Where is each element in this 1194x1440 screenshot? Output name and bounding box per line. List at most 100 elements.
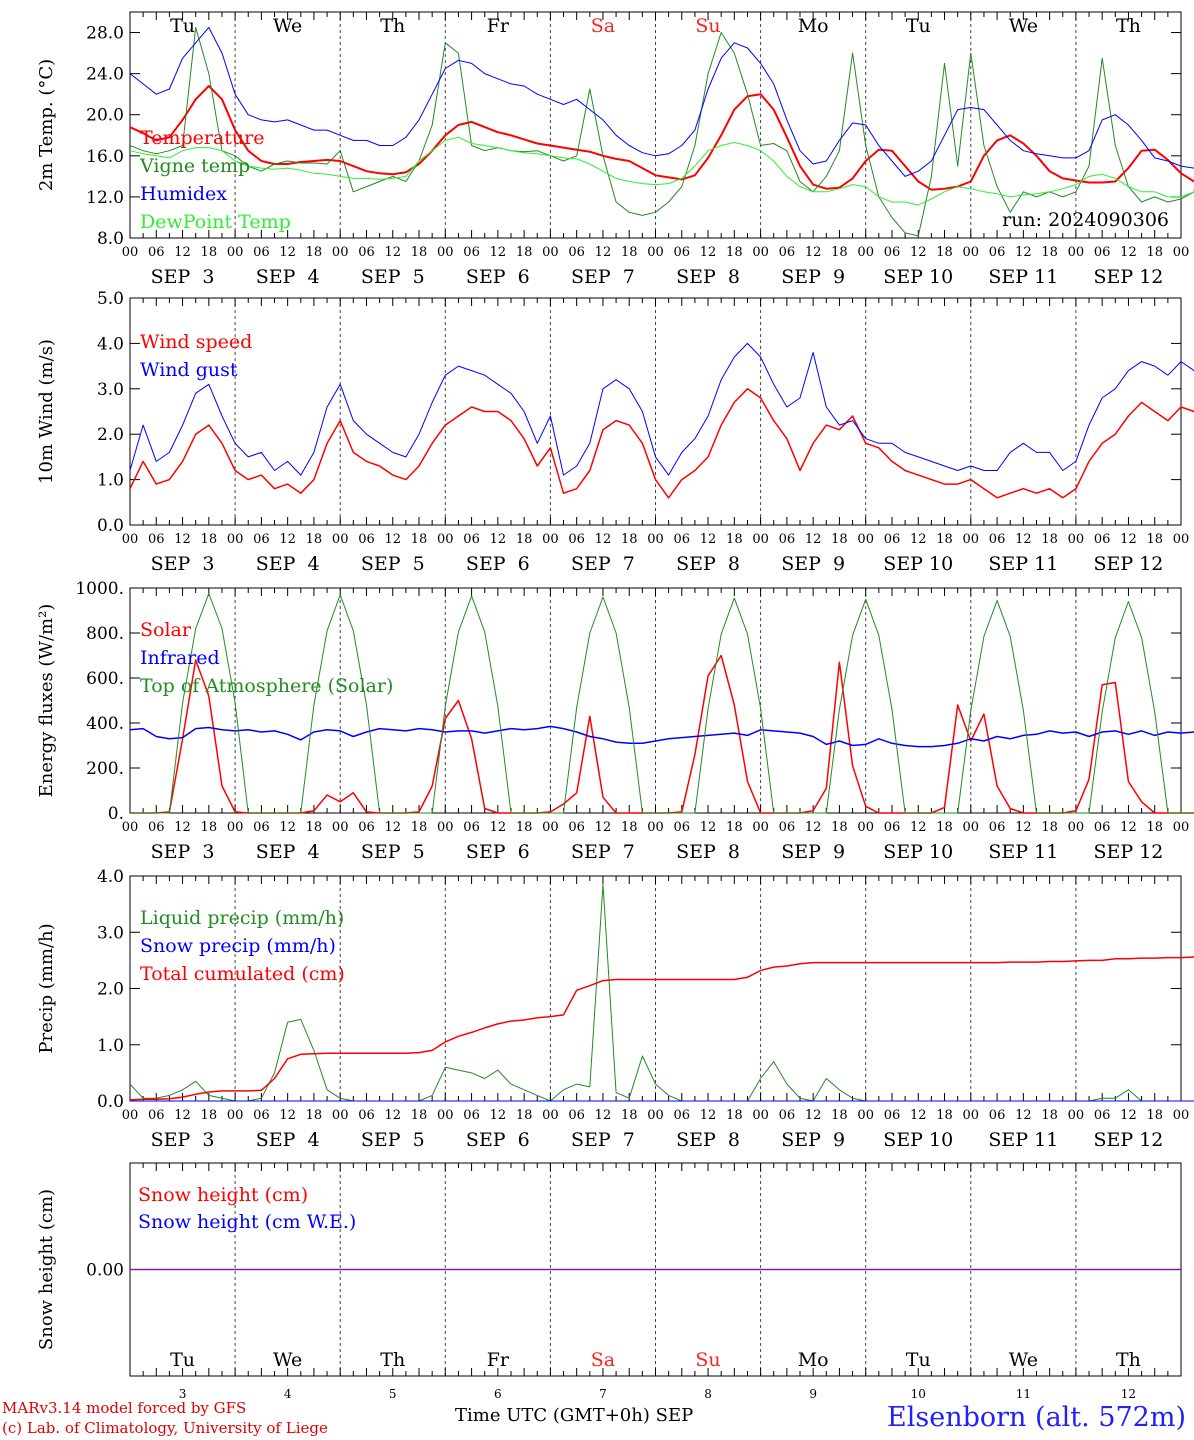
panel-3-date-label: SEP 6: [466, 841, 530, 863]
panel-1-series-4: [129, 136, 1194, 206]
panel-1-date-label: SEP 4: [256, 266, 320, 288]
panel-3-date-label: SEP 8: [676, 841, 740, 863]
panel-4-y-tick-label: 2.0: [97, 980, 124, 1000]
top-day-label: Tu: [170, 15, 195, 37]
panel-4-date-label: SEP 6: [466, 1129, 530, 1151]
panel-4-hour-label: 06: [253, 1108, 270, 1123]
panel-3-hour-label: 12: [700, 820, 717, 835]
panel-4-hour-label: 18: [411, 1108, 428, 1123]
panel-1-hour-label: 12: [805, 245, 822, 260]
time-axis-label-text: Time UTC (GMT+0h): [455, 1405, 650, 1426]
bottom-day-label: We: [1009, 1349, 1038, 1371]
panel-1-hour-label: 00: [857, 245, 874, 260]
panel-2-hour-label: 06: [989, 532, 1006, 547]
bottom-day-label: Fr: [487, 1349, 510, 1371]
panel-3-hour-label: 12: [174, 820, 191, 835]
panel-1-hour-label: 00: [542, 245, 559, 260]
bottom-day-number: 10: [911, 1387, 926, 1401]
panel-4-y-axis-label: Precip (mm/h): [36, 923, 57, 1053]
panel-1-date-label: SEP 6: [466, 266, 530, 288]
panel-1-hour-label: 00: [963, 245, 980, 260]
top-day-label: Th: [1116, 15, 1141, 37]
panel-4-series-3: [129, 956, 1194, 1101]
panel-2-y-tick-label: 5.0: [97, 289, 124, 309]
panel-2-hour-label: 00: [332, 532, 349, 547]
panel-1-hour-label: 06: [253, 245, 270, 260]
panel-4-hour-label: 06: [148, 1108, 165, 1123]
bottom-day-number: 12: [1121, 1387, 1136, 1401]
panel-3-hour-label: 18: [1146, 820, 1163, 835]
panel-4-hour-label: 00: [542, 1108, 559, 1123]
model-credit: MARv3.14 model forced by GFS: [2, 1399, 247, 1417]
panel-2-date-label: SEP 8: [676, 553, 740, 575]
panel-3-hour-label: 06: [463, 820, 480, 835]
panel-3-hour-label: 18: [306, 820, 323, 835]
panel-1-series-3: [129, 26, 1194, 177]
panel-4-date-label: SEP 3: [151, 1129, 215, 1151]
panel-3-hour-label: 06: [568, 820, 585, 835]
panel-1-hour-label: 12: [174, 245, 191, 260]
panel-2-date-label: SEP 3: [151, 553, 215, 575]
panel-3-hour-label: 00: [963, 820, 980, 835]
panel-1-date-label: SEP 12: [1094, 266, 1164, 288]
panel-2-hour-label: 18: [936, 532, 953, 547]
panel-3-hour-label: 00: [542, 820, 559, 835]
panel-1-hour-label: 00: [1068, 245, 1085, 260]
panel-2-hour-label: 06: [674, 532, 691, 547]
bottom-day-label: Tu: [170, 1349, 195, 1371]
panel-4-legend-item: Total cumulated (cm): [140, 963, 345, 985]
panel-4-hour-label: 12: [910, 1108, 927, 1123]
panel-1-hour-label: 06: [463, 245, 480, 260]
bottom-day-label: Mo: [798, 1349, 829, 1371]
panel-2-hour-label: 00: [437, 532, 454, 547]
panel-2-hour-label: 12: [910, 532, 927, 547]
bottom-day-label: We: [273, 1349, 302, 1371]
panel-4-hour-label: 12: [279, 1108, 296, 1123]
panel-4-hour-label: 00: [1068, 1108, 1085, 1123]
panel-3-series-3: [130, 593, 1194, 814]
panel-4-hour-label: 00: [122, 1108, 139, 1123]
panel-4-hour-label: 18: [1041, 1108, 1058, 1123]
panel-2-hour-label: 06: [1094, 532, 1111, 547]
panel-3-hour-label: 00: [647, 820, 664, 835]
panel-3-hour-label: 12: [279, 820, 296, 835]
panel-2-hour-label: 18: [1146, 532, 1163, 547]
top-day-label: We: [1009, 15, 1038, 37]
panel-2-hour-label: 00: [1068, 532, 1085, 547]
panel-4-hour-label: 06: [358, 1108, 375, 1123]
time-axis-label: Time UTC (GMT+0h) SEP: [455, 1405, 693, 1426]
panel-4-hour-label: 18: [936, 1108, 953, 1123]
panel-5-y-axis-label: Snow height (cm): [36, 1189, 57, 1350]
panel-4-hour-label: 18: [201, 1108, 218, 1123]
panel-2-date-label: SEP 6: [466, 553, 530, 575]
panel-1-date-label: SEP 9: [781, 266, 845, 288]
panel-1-hour-label: 18: [516, 245, 533, 260]
top-day-label: Sa: [591, 15, 615, 37]
panel-1-hour-label: 06: [568, 245, 585, 260]
panel-3-hour-label: 18: [726, 820, 743, 835]
panel-4-legend-item: Snow precip (mm/h): [140, 935, 336, 957]
panel-1-y-tick-label: 24.0: [86, 65, 124, 85]
panel-4-hour-label: 00: [1173, 1108, 1190, 1123]
bottom-day-label: Th: [380, 1349, 405, 1371]
panel-2-hour-label: 00: [647, 532, 664, 547]
panel-2-hour-label: 00: [227, 532, 244, 547]
panel-2-y-tick-label: 1.0: [97, 471, 124, 491]
panel-4-hour-label: 12: [595, 1108, 612, 1123]
bottom-day-number: 11: [1016, 1387, 1031, 1401]
panel-1-legend-item: Vigne temp: [139, 155, 250, 177]
panel-4-hour-label: 00: [227, 1108, 244, 1123]
panel-4-hour-label: 12: [490, 1108, 507, 1123]
panel-1-hour-label: 06: [358, 245, 375, 260]
bottom-day-label: Th: [1116, 1349, 1141, 1371]
panel-4-hour-label: 18: [1146, 1108, 1163, 1123]
panel-2-hour-label: 18: [516, 532, 533, 547]
panel-2-hour-label: 12: [1015, 532, 1032, 547]
panel-1-hour-label: 06: [989, 245, 1006, 260]
month-label: SEP: [655, 1405, 694, 1426]
panel-2-date-label: SEP 5: [361, 553, 425, 575]
panel-1-hour-label: 12: [910, 245, 927, 260]
panel-3-hour-label: 18: [831, 820, 848, 835]
panel-4-hour-label: 12: [384, 1108, 401, 1123]
top-day-label: Su: [695, 15, 720, 37]
